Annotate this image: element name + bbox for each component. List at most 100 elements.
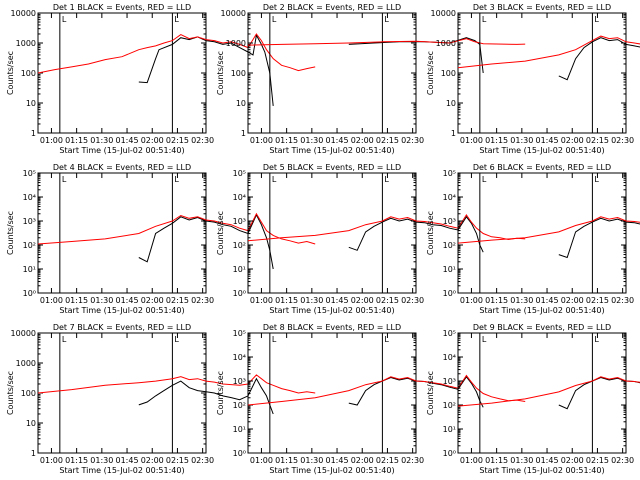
x-tick-label: 02:15	[586, 136, 609, 145]
x-tick-label: 02:30	[191, 456, 214, 465]
panel-title: Det 7 BLACK = Events, RED = LLD	[53, 323, 191, 332]
y-axis-label: Counts/sec	[6, 211, 15, 255]
x-tick-label: 02:00	[141, 136, 164, 145]
y-tick-label: 1000	[436, 39, 456, 48]
plot-frame	[37, 172, 207, 294]
x-tick-label: 02:30	[611, 296, 634, 305]
y-tick-label: 10000	[221, 9, 246, 18]
x-tick-label: 01:15	[275, 296, 298, 305]
y-tick-label: 10³	[443, 377, 456, 386]
series-events-line	[348, 215, 484, 253]
x-tick-label: 02:30	[401, 296, 424, 305]
y-tick-label: 10⁴	[233, 193, 246, 202]
y-tick-label: 10¹	[23, 265, 36, 274]
y-tick-label: 1000	[16, 39, 36, 48]
x-tick-label: 01:30	[90, 456, 113, 465]
series-lld-line	[247, 38, 526, 46]
y-axis-label: Counts/sec	[6, 371, 15, 415]
panel-8: Det 8 BLACK = Events, RED = LLD 10⁰ 10¹ 10²…	[216, 323, 526, 475]
x-tick-label: 01:45	[326, 456, 349, 465]
x-tick-label: 01:15	[65, 456, 88, 465]
panel-title: Det 2 BLACK = Events, RED = LLD	[263, 3, 401, 12]
y-axis-label: Counts/sec	[426, 51, 435, 95]
series-lld-line	[457, 35, 640, 69]
panel-title: Det 4 BLACK = Events, RED = LLD	[53, 163, 191, 172]
x-tick-label: 01:45	[536, 456, 559, 465]
interval-marker-label: L	[594, 15, 599, 24]
x-tick-label: 01:00	[250, 456, 273, 465]
interval-marker-label: L	[174, 335, 179, 344]
x-tick-label: 01:30	[510, 136, 533, 145]
plot-frame	[457, 172, 627, 294]
series-events-line	[558, 376, 640, 410]
y-tick-label: 10¹	[443, 425, 456, 434]
y-tick-label: 10⁵	[443, 169, 456, 178]
x-tick-label: 01:00	[40, 456, 63, 465]
x-tick-label: 02:30	[401, 456, 424, 465]
series-events-line	[138, 213, 274, 270]
panel-1: Det 1 BLACK = Events, RED = LLD110100100…	[6, 3, 316, 155]
y-tick-label: 100	[231, 69, 246, 78]
x-tick-label: 02:15	[376, 296, 399, 305]
y-axis-label: Counts/sec	[216, 51, 225, 95]
interval-marker-label: L	[272, 335, 277, 344]
series-lld-line	[37, 33, 316, 74]
x-tick-label: 01:15	[485, 296, 508, 305]
x-tick-label: 01:45	[116, 296, 139, 305]
interval-marker-label: L	[384, 335, 389, 344]
x-tick-label: 01:15	[275, 136, 298, 145]
x-tick-label: 02:00	[351, 296, 374, 305]
y-tick-label: 10⁰	[233, 449, 246, 458]
panel-5: Det 5 BLACK = Events, RED = LLD 10⁰ 10¹ 10²…	[216, 163, 526, 315]
y-tick-label: 10⁴	[443, 193, 456, 202]
interval-marker-label: L	[272, 175, 277, 184]
panel-2: Det 2 BLACK = Events, RED = LLD110100100…	[216, 3, 526, 155]
x-tick-label: 02:15	[376, 456, 399, 465]
x-axis-label: Start Time (15-Jul-02 00:51:40)	[479, 306, 604, 315]
interval-marker-label: L	[482, 335, 487, 344]
interval-marker-label: L	[594, 335, 599, 344]
x-tick-label: 02:30	[401, 136, 424, 145]
panel-title: Det 1 BLACK = Events, RED = LLD	[53, 3, 191, 12]
x-tick-label: 02:00	[351, 456, 374, 465]
y-tick-label: 10⁵	[233, 169, 246, 178]
y-tick-label: 10³	[233, 377, 246, 386]
series-events-line	[558, 37, 640, 81]
y-axis-label: Counts/sec	[216, 211, 225, 255]
y-tick-label: 10¹	[443, 265, 456, 274]
panel-title: Det 6 BLACK = Events, RED = LLD	[473, 163, 611, 172]
interval-marker-label: L	[384, 175, 389, 184]
y-tick-label: 10000	[11, 9, 36, 18]
series-lld-line	[457, 216, 640, 244]
panel-4: Det 4 BLACK = Events, RED = LLD 10⁰ 10¹ 10²…	[6, 163, 316, 315]
y-tick-label: 1	[31, 129, 36, 138]
x-tick-label: 02:15	[166, 456, 189, 465]
y-tick-label: 10⁰	[443, 449, 456, 458]
y-tick-label: 10⁰	[23, 289, 36, 298]
panel-6: Det 6 BLACK = Events, RED = LLD 10⁰ 10¹ 10²…	[426, 163, 640, 315]
y-tick-label: 10	[446, 99, 456, 108]
x-tick-label: 01:30	[300, 296, 323, 305]
y-tick-label: 1000	[16, 359, 36, 368]
x-tick-label: 01:45	[326, 296, 349, 305]
x-tick-label: 02:30	[611, 136, 634, 145]
y-axis-label: Counts/sec	[216, 371, 225, 415]
plot-frame	[37, 12, 207, 134]
panel-title: Det 5 BLACK = Events, RED = LLD	[263, 163, 401, 172]
y-tick-label: 1	[31, 449, 36, 458]
series-lld-line	[457, 376, 640, 407]
y-tick-label: 100	[441, 69, 456, 78]
y-tick-label: 10³	[443, 217, 456, 226]
plot-frame	[247, 12, 417, 134]
y-tick-label: 10⁵	[443, 329, 456, 338]
plot-frame	[247, 172, 417, 294]
y-tick-label: 1000	[226, 39, 246, 48]
x-tick-label: 01:30	[90, 296, 113, 305]
y-tick-label: 10¹	[233, 265, 246, 274]
x-tick-label: 01:45	[326, 136, 349, 145]
x-tick-label: 01:00	[460, 296, 483, 305]
y-axis-label: Counts/sec	[426, 211, 435, 255]
y-tick-label: 10²	[233, 241, 246, 250]
interval-marker-label: L	[174, 175, 179, 184]
